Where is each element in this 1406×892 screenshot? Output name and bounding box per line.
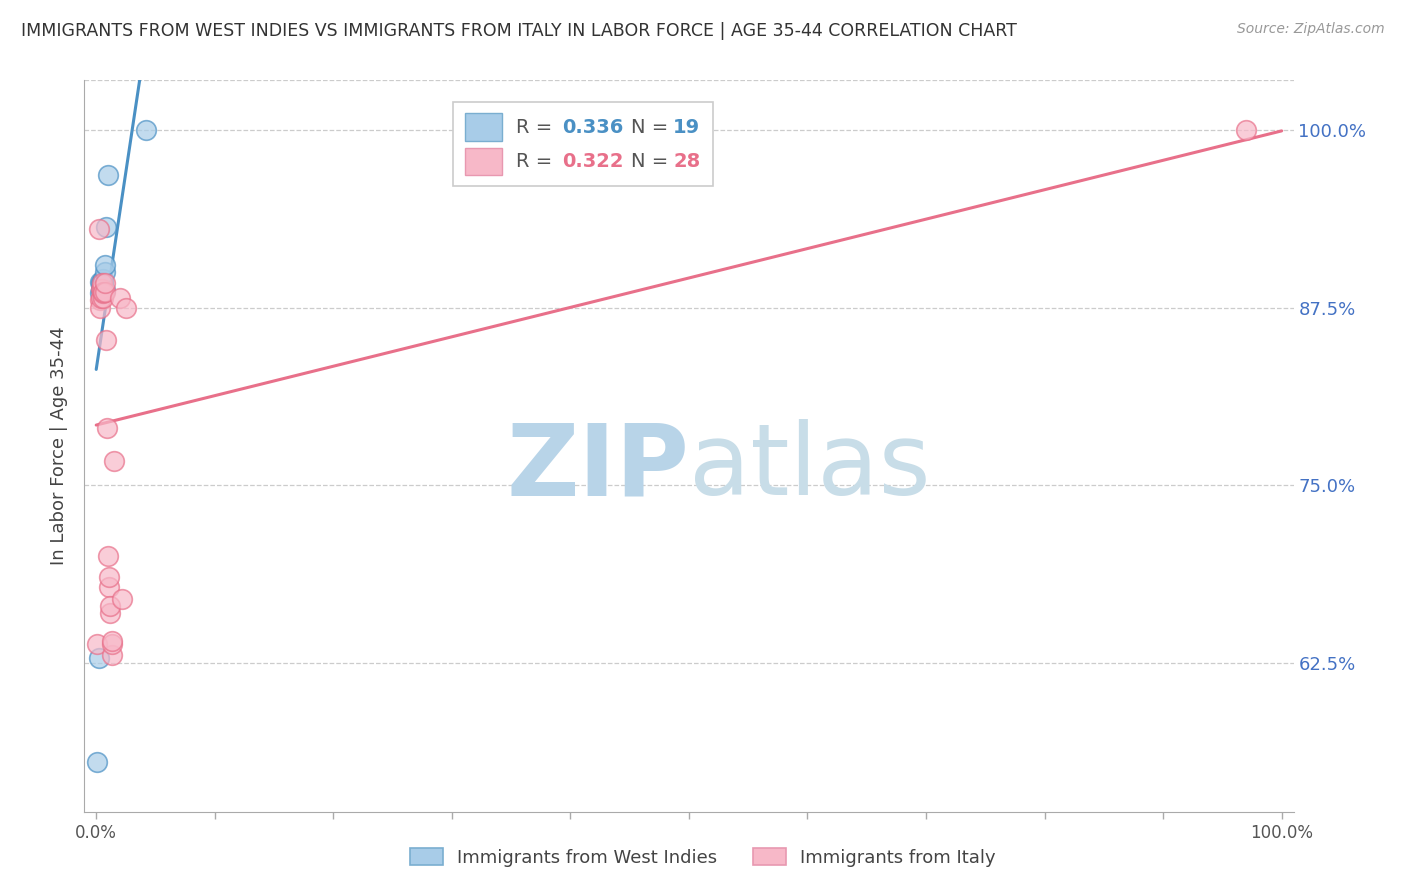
Point: [91, 279, 114, 293]
Point: [103, 454, 125, 468]
Text: 0.322: 0.322: [562, 152, 623, 171]
Point: [93, 265, 115, 279]
Point: [91, 282, 114, 296]
Point: [93, 277, 115, 291]
Point: [91, 275, 114, 289]
Point: [89, 286, 111, 301]
Point: [100, 648, 122, 663]
Point: [96, 421, 118, 435]
Point: [89, 301, 111, 315]
Text: 0.336: 0.336: [562, 118, 623, 136]
Point: [90, 284, 112, 298]
Point: [97, 549, 120, 563]
Point: [100, 637, 122, 651]
Point: [90, 277, 112, 291]
Text: atlas: atlas: [689, 419, 931, 516]
Point: [89, 293, 111, 308]
Text: N =: N =: [631, 118, 675, 136]
Point: [87, 651, 110, 665]
Point: [100, 599, 122, 613]
Text: R =: R =: [516, 118, 558, 136]
Point: [100, 606, 122, 620]
Point: [93, 258, 115, 272]
Point: [86, 637, 108, 651]
Point: [94, 219, 117, 234]
Point: [93, 285, 115, 299]
Point: [93, 284, 115, 298]
Point: [91, 285, 114, 299]
Point: [135, 123, 157, 137]
Text: ZIP: ZIP: [506, 419, 689, 516]
Point: [91, 286, 114, 301]
Text: IMMIGRANTS FROM WEST INDIES VS IMMIGRANTS FROM ITALY IN LABOR FORCE | AGE 35-44 : IMMIGRANTS FROM WEST INDIES VS IMMIGRANT…: [21, 22, 1017, 40]
Text: 28: 28: [673, 152, 700, 171]
Point: [97, 169, 120, 183]
Y-axis label: In Labor Force | Age 35-44: In Labor Force | Age 35-44: [51, 326, 69, 566]
Point: [91, 284, 114, 298]
Point: [98, 580, 121, 594]
Point: [91, 272, 114, 286]
Point: [90, 282, 112, 296]
Point: [100, 634, 122, 648]
Text: N =: N =: [631, 152, 675, 171]
Legend: Immigrants from West Indies, Immigrants from Italy: Immigrants from West Indies, Immigrants …: [404, 841, 1002, 874]
Point: [91, 291, 114, 305]
Point: [87, 222, 110, 236]
Point: [89, 275, 111, 289]
Point: [91, 275, 114, 289]
Text: Source: ZipAtlas.com: Source: ZipAtlas.com: [1237, 22, 1385, 37]
Text: 19: 19: [673, 118, 700, 136]
Point: [98, 570, 121, 584]
FancyBboxPatch shape: [465, 147, 502, 176]
Point: [1234, 123, 1257, 137]
Point: [90, 291, 112, 305]
Point: [108, 291, 131, 305]
Point: [91, 285, 114, 299]
Point: [91, 282, 114, 296]
Point: [91, 277, 114, 291]
FancyBboxPatch shape: [465, 113, 502, 141]
Point: [94, 333, 117, 347]
Text: R =: R =: [516, 152, 558, 171]
Point: [86, 755, 108, 769]
Point: [115, 301, 138, 315]
Point: [111, 591, 134, 606]
FancyBboxPatch shape: [453, 103, 713, 186]
